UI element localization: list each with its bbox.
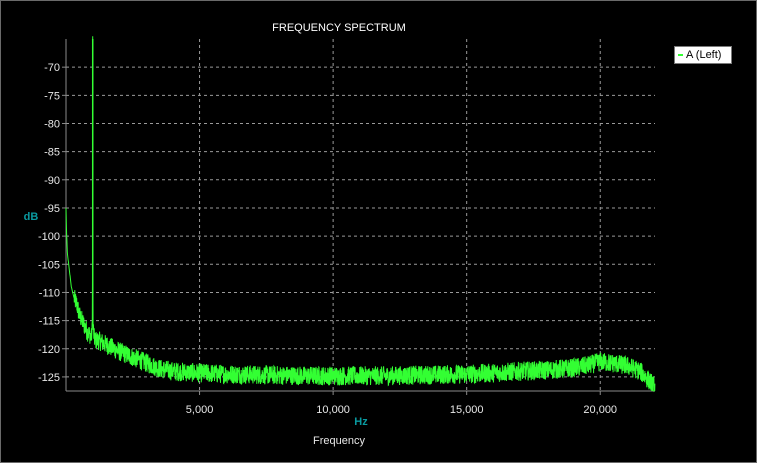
y-tick-label: -115: [39, 316, 60, 328]
x-tick-labels: 5,000 10,000 15,000 20,000: [186, 391, 617, 416]
legend: A (Left): [674, 46, 732, 64]
y-tick-label: -90: [44, 175, 60, 187]
y-tick-label: -80: [44, 118, 60, 130]
y-tick-label: -125: [38, 372, 60, 384]
x-axis-label: Frequency: [313, 435, 365, 447]
y-tick-label: -70: [44, 62, 60, 74]
x-tick-label: 5,000: [186, 404, 214, 416]
axis-layer: [65, 39, 655, 392]
y-tick-label: -105: [38, 259, 60, 271]
x-tick-label: 10,000: [316, 404, 350, 416]
y-tick-labels: -70 -75 -80 -85 -90 -95 -100 -105 -110 -115 -120 -1…: [38, 62, 66, 384]
y-tick-label: -85: [44, 147, 60, 159]
x-tick-label: 20,000: [583, 404, 617, 416]
y-tick-label: -110: [39, 287, 60, 299]
legend-swatch: [678, 54, 683, 56]
y-tick-label: -75: [44, 90, 60, 102]
y-tick-label: -100: [38, 231, 60, 243]
legend-label: A (Left): [686, 49, 722, 61]
chart-title: FREQUENCY SPECTRUM: [272, 22, 406, 34]
y-tick-label: -95: [44, 203, 60, 215]
y-tick-label: -120: [38, 344, 60, 356]
grid-layer: [66, 39, 655, 391]
series-layer: [65, 36, 656, 393]
x-tick-label: 15,000: [450, 404, 484, 416]
x-axis-unit: Hz: [354, 416, 368, 428]
y-axis-label: dB: [24, 211, 39, 223]
series-line-noise-floor: [65, 36, 656, 393]
